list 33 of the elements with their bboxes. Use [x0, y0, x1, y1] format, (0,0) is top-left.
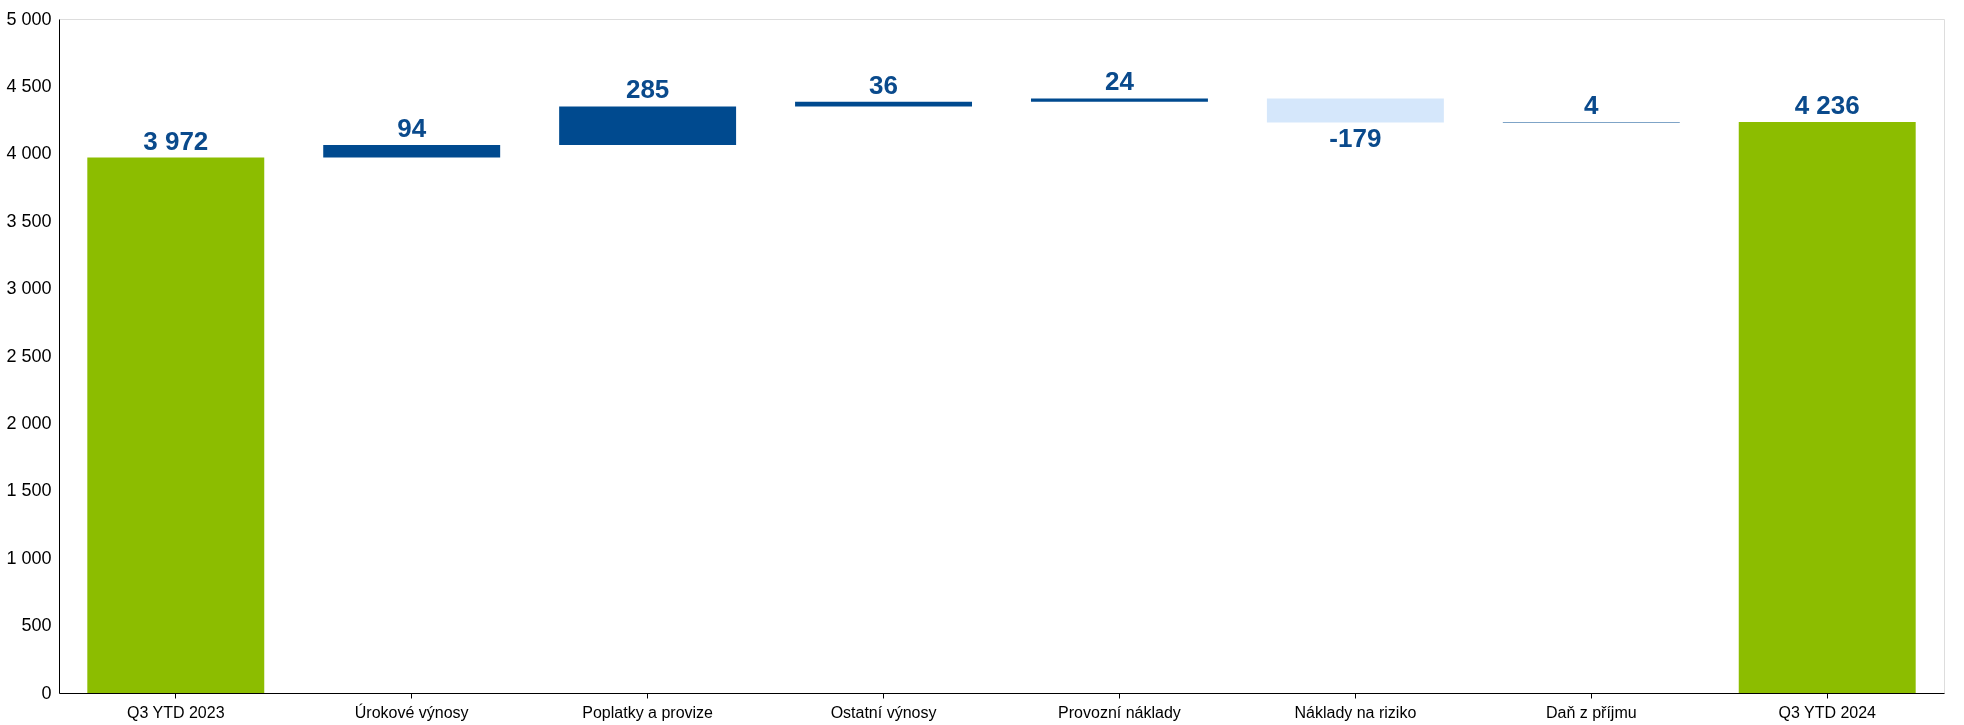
- bar: [1266, 98, 1444, 123]
- x-tick-label: Náklady na riziko: [1294, 703, 1417, 721]
- y-tick-label: 4 500: [6, 75, 52, 96]
- y-tick-label: 5 000: [6, 8, 52, 29]
- bar: [1030, 98, 1208, 102]
- y-tick-label: 3 500: [6, 210, 52, 231]
- data-label: 3 972: [143, 125, 209, 156]
- data-label: 36: [869, 69, 898, 100]
- x-tick-label: Q3 YTD 2023: [127, 703, 225, 721]
- x-tick-label: Q3 YTD 2024: [1778, 703, 1877, 721]
- data-label: -179: [1329, 122, 1382, 153]
- y-tick-label: 3 000: [6, 278, 52, 299]
- data-label: 4 236: [1794, 89, 1860, 120]
- y-tick-label: 2 500: [6, 345, 52, 366]
- y-tick-label: 4 000: [6, 143, 52, 164]
- y-tick-label: 500: [21, 615, 52, 636]
- bar: [87, 157, 265, 693]
- bar: [323, 144, 501, 158]
- bar: [559, 106, 737, 145]
- x-tick-label: Poplatky a provize: [582, 703, 714, 721]
- data-label: 4: [1584, 89, 1600, 120]
- data-label: 24: [1105, 66, 1135, 97]
- x-tick-label: Úrokové výnosy: [354, 702, 469, 721]
- x-tick-label: Ostatní výnosy: [830, 703, 937, 721]
- y-tick-label: 2 000: [6, 412, 52, 433]
- data-label: 94: [397, 112, 427, 143]
- bar: [1738, 121, 1916, 693]
- y-tick-label: 1 500: [6, 480, 52, 501]
- y-tick-label: 0: [41, 682, 52, 703]
- x-tick-label: Daň z příjmu: [1545, 703, 1637, 721]
- y-tick-label: 1 000: [6, 547, 52, 568]
- x-tick-label: Provozní náklady: [1058, 703, 1181, 721]
- data-label: 285: [625, 74, 670, 105]
